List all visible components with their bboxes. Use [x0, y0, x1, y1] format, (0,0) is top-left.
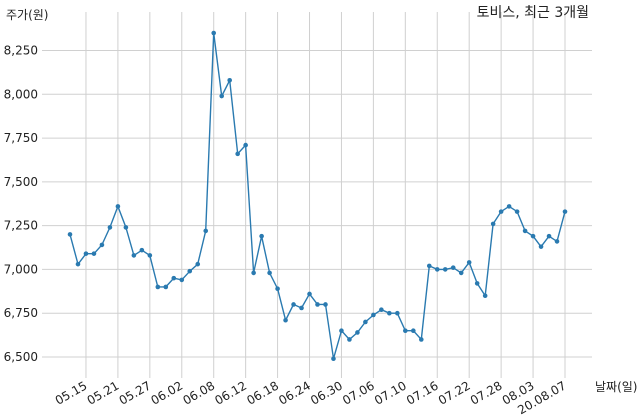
x-tick-label: 06.02 — [149, 378, 186, 407]
data-point — [227, 77, 232, 83]
data-point — [466, 260, 472, 265]
y-tick-label: 6,750 — [4, 306, 38, 320]
x-tick-label: 07.28 — [468, 378, 505, 407]
x-tick-label: 06.12 — [212, 378, 249, 407]
data-point — [387, 310, 392, 316]
y-tick-label: 7,250 — [4, 219, 38, 233]
x-tick-label: 07.10 — [372, 378, 409, 407]
price-line — [69, 32, 566, 359]
data-point — [171, 275, 177, 281]
data-point — [91, 251, 97, 256]
x-axis-ticks: 05.1505.2105.2706.0206.0806.1206.1806.24… — [53, 378, 569, 417]
data-point — [131, 253, 137, 258]
data-point — [403, 328, 408, 334]
data-point — [219, 93, 224, 99]
x-tick-label: 05.21 — [85, 378, 122, 407]
data-point — [331, 356, 336, 362]
x-tick-label: 05.15 — [53, 378, 90, 407]
data-point — [442, 267, 448, 272]
data-point — [147, 253, 153, 258]
x-tick-label: 07.22 — [436, 378, 473, 407]
y-tick-label: 8,250 — [4, 44, 38, 58]
data-point — [235, 151, 240, 157]
x-tick-label: 07.16 — [404, 378, 441, 407]
data-point — [562, 209, 568, 214]
y-axis-label: 주가(원) — [6, 8, 48, 22]
data-point — [107, 225, 113, 230]
data-point — [139, 247, 145, 253]
data-point — [307, 291, 312, 297]
data-point — [291, 302, 296, 307]
data-point — [546, 233, 552, 239]
x-axis-label: 날짜(일) — [595, 380, 637, 394]
y-axis-ticks: 6,500 6,750 7,000 7,250 7,500 7,750 8,000 8,250 — [4, 44, 38, 364]
data-point — [514, 209, 520, 214]
data-point — [530, 233, 536, 239]
data-point — [395, 310, 400, 316]
x-tick-label: 06.30 — [308, 378, 345, 407]
y-tick-label: 6,500 — [4, 350, 38, 364]
data-point — [115, 204, 121, 209]
price-series — [67, 30, 568, 362]
x-tick-label: 06.24 — [276, 378, 313, 407]
data-point — [450, 265, 456, 270]
x-tick-label: 05.27 — [117, 378, 154, 407]
y-tick-label: 7,750 — [4, 131, 38, 145]
data-point — [275, 286, 280, 291]
data-point — [411, 328, 416, 334]
data-point — [259, 233, 264, 239]
data-point — [315, 302, 320, 307]
data-point — [458, 270, 464, 276]
data-point — [99, 242, 105, 248]
data-point — [195, 261, 201, 267]
x-tick-label: 06.18 — [244, 378, 281, 407]
data-point — [379, 307, 384, 313]
data-point — [251, 270, 256, 276]
data-point — [179, 277, 185, 283]
y-tick-label: 7,500 — [4, 175, 38, 189]
data-point — [163, 284, 169, 290]
data-point — [267, 270, 272, 276]
grid-lines — [42, 12, 592, 378]
data-point — [283, 317, 288, 323]
data-point — [83, 251, 89, 256]
data-point — [490, 221, 496, 227]
data-point — [418, 337, 424, 342]
data-point — [482, 293, 488, 298]
x-tick-label: 06.08 — [180, 378, 217, 407]
data-point — [426, 263, 432, 269]
data-point — [355, 330, 360, 335]
data-point — [506, 204, 512, 209]
data-point — [554, 239, 560, 244]
data-point — [323, 302, 328, 307]
data-point — [123, 225, 129, 230]
data-point — [474, 281, 480, 286]
data-point — [75, 261, 81, 267]
data-point — [299, 305, 304, 311]
y-tick-label: 7,000 — [4, 262, 38, 276]
data-point — [498, 209, 504, 214]
data-point — [434, 267, 440, 272]
chart-title: 토비스, 최근 3개월 — [477, 5, 589, 21]
y-tick-label: 8,000 — [4, 87, 38, 101]
data-point — [243, 142, 248, 148]
data-point — [522, 228, 528, 234]
data-point — [67, 232, 73, 237]
data-point — [211, 30, 217, 36]
data-point — [538, 244, 544, 249]
data-point — [363, 319, 368, 325]
x-tick-label: 07.06 — [340, 378, 377, 407]
data-point — [371, 312, 376, 318]
data-point — [203, 228, 209, 234]
data-point — [155, 284, 161, 290]
data-point — [347, 337, 352, 342]
data-point — [339, 328, 344, 334]
data-point — [187, 268, 193, 274]
